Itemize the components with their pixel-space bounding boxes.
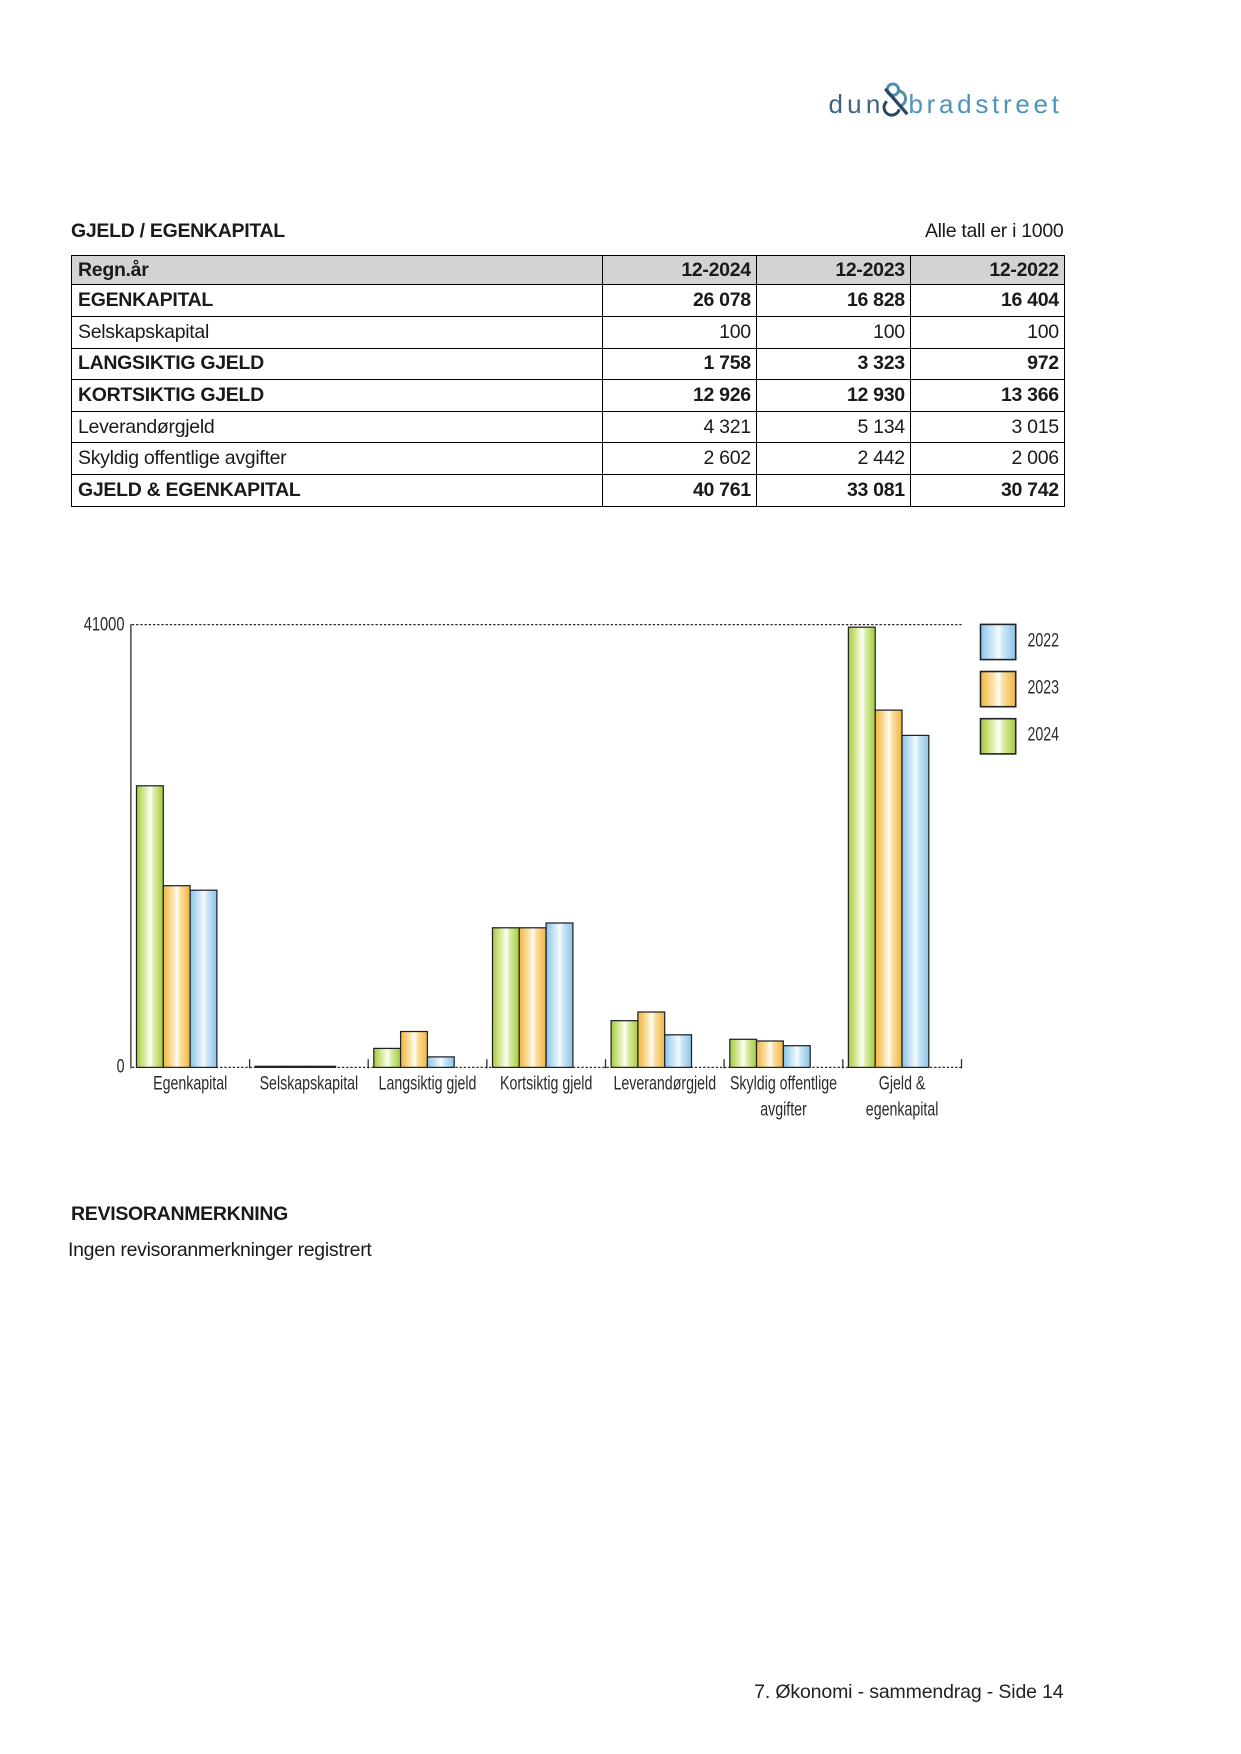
- svg-text:Selskapskapital: Selskapskapital: [260, 1073, 359, 1095]
- svg-text:2023: 2023: [1028, 676, 1060, 698]
- svg-text:Langsiktig gjeld: Langsiktig gjeld: [379, 1073, 477, 1095]
- svg-text:Gjeld &: Gjeld &: [879, 1073, 926, 1095]
- svg-text:2022: 2022: [1028, 629, 1060, 651]
- svg-text:Egenkapital: Egenkapital: [153, 1073, 227, 1095]
- svg-text:Leverandørgjeld: Leverandørgjeld: [614, 1073, 717, 1095]
- svg-text:egenkapital: egenkapital: [866, 1099, 939, 1121]
- svg-text:41000: 41000: [84, 614, 125, 636]
- svg-text:Kortsiktig gjeld: Kortsiktig gjeld: [500, 1073, 592, 1095]
- svg-text:0: 0: [117, 1056, 125, 1078]
- svg-text:avgifter: avgifter: [760, 1099, 807, 1121]
- svg-text:Skyldig offentlige: Skyldig offentlige: [730, 1073, 837, 1095]
- svg-text:2024: 2024: [1028, 724, 1060, 746]
